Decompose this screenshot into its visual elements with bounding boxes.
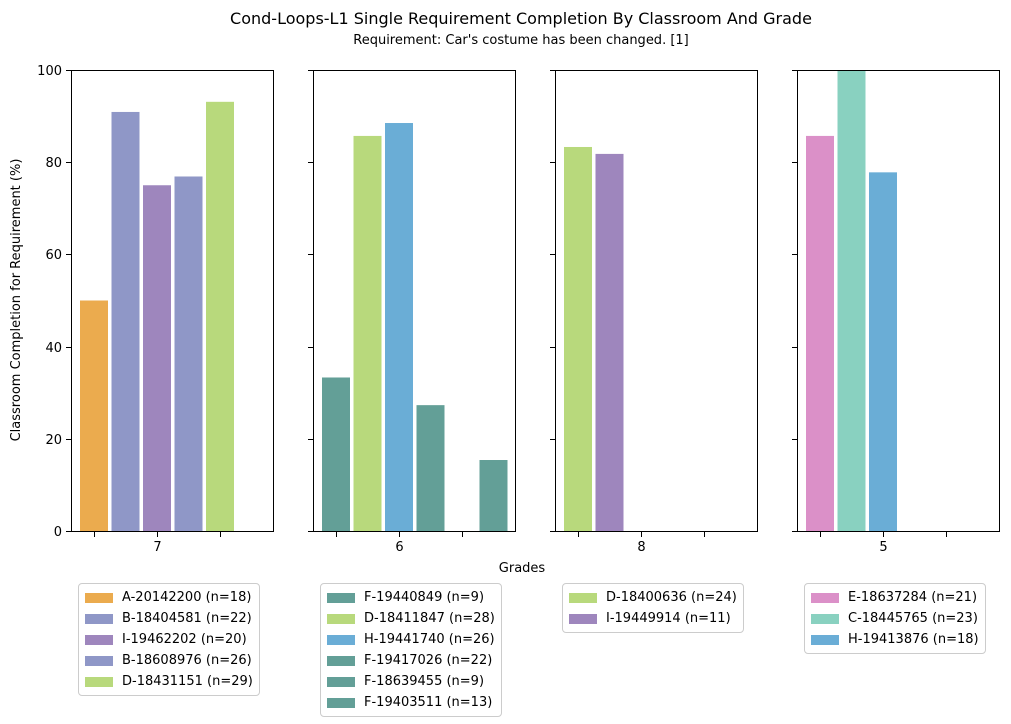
legend-item: F-19440849 (n=9) [327,587,495,608]
panel-grade-8: 8 [550,70,758,555]
legend-swatch [327,613,355,624]
legend-swatch [327,592,355,603]
bar-C-18445765 [837,70,866,531]
legend-label: F-18639455 (n=9) [364,674,485,689]
legend-label: D-18411847 (n=28) [364,611,495,626]
y-tick-label: 80 [45,156,62,171]
legend-swatch [811,613,839,624]
legend-swatch [569,592,597,603]
chart-subtitle: Requirement: Car's costume has been chan… [353,33,689,48]
y-tick-label: 40 [45,341,62,356]
legend-swatch [85,676,113,687]
bar-A-20142200 [80,300,108,531]
panel-frame [313,70,516,532]
y-tick-label: 20 [45,433,62,448]
y-tick-label: 0 [54,525,62,540]
panel-frame [797,70,1000,532]
x-tick-label-grade: 8 [637,540,645,555]
x-tick-label-grade: 6 [395,540,403,555]
panel-grade-5: 5 [792,70,1000,555]
legend-item: H-19413876 (n=18) [811,629,979,650]
panel-frame [555,70,758,532]
legend-item: H-19441740 (n=26) [327,629,495,650]
bar-I-19462202 [143,185,171,531]
legend-label: H-19441740 (n=26) [364,632,495,647]
chart-title: Cond-Loops-L1 Single Requirement Complet… [230,9,812,28]
bar-F-19440849 [322,377,350,531]
legend-item: D-18431151 (n=29) [85,671,253,692]
legend-swatch [327,634,355,645]
legend-item: F-18639455 (n=9) [327,671,495,692]
bar-H-19413876 [869,172,897,532]
panel-grade-6: 6 [308,70,516,555]
legend-label: F-19440849 (n=9) [364,590,485,605]
legend-label: H-19413876 (n=18) [848,632,979,647]
legend-label: E-18637284 (n=21) [848,590,978,605]
legend-item: B-18404581 (n=22) [85,608,253,629]
bar-D-18431151 [206,101,234,532]
legend-item: A-20142200 (n=18) [85,587,253,608]
legend-swatch [85,613,113,624]
bar-B-18608976 [174,176,203,531]
x-tick-label-grade: 5 [879,540,887,555]
x-tick-label-grade: 7 [153,540,161,555]
y-tick-label: 100 [37,64,62,79]
legend-label: D-18400636 (n=24) [606,590,737,605]
legend-grade-8: D-18400636 (n=24) I-19449914 (n=11) [562,583,744,633]
legend-swatch [569,613,597,624]
legend-swatch [811,592,839,603]
legend-item: F-19417026 (n=22) [327,650,495,671]
legend-item: F-19403511 (n=13) [327,692,495,713]
legend-grade-7: A-20142200 (n=18) B-18404581 (n=22) I-1946… [78,583,260,696]
legend-label: B-18608976 (n=26) [122,653,252,668]
legend-label: F-19417026 (n=22) [364,653,493,668]
legend-item: I-19462202 (n=20) [85,629,253,650]
legend-swatch [327,697,355,708]
bar-F-19417026 [416,405,445,531]
legend-item: B-18608976 (n=26) [85,650,253,671]
panel-grade-7: 0 20 40 60 80 100 7 [37,64,274,555]
legend-label: C-18445765 (n=23) [848,611,978,626]
bar-I-19449914 [595,153,624,532]
legend-item: D-18400636 (n=24) [569,587,737,608]
legend-item: E-18637284 (n=21) [811,587,979,608]
legend-label: A-20142200 (n=18) [122,590,252,605]
legend-swatch [85,634,113,645]
legend-label: B-18404581 (n=22) [122,611,252,626]
legend-item: D-18411847 (n=28) [327,608,495,629]
bar-D-18400636 [564,146,592,531]
panel-frame [71,70,274,532]
legend-label: I-19462202 (n=20) [122,632,247,647]
legend-item: I-19449914 (n=11) [569,608,737,629]
bar-B-18404581 [111,111,140,532]
legend-swatch [327,676,355,687]
legend-swatch [85,655,113,666]
bar-F-19403511 [479,460,508,531]
legend-item: C-18445765 (n=23) [811,608,979,629]
legend-label: F-19403511 (n=13) [364,695,493,710]
y-tick-label: 60 [45,248,62,263]
legend-grade-5: E-18637284 (n=21) C-18445765 (n=23) H-1941… [804,583,986,654]
bar-H-19441740 [385,123,413,531]
bar-E-18637284 [806,135,834,531]
legend-grade-6: F-19440849 (n=9) D-18411847 (n=28) H-19441… [320,583,502,717]
bar-D-18411847 [353,135,382,531]
legend-label: I-19449914 (n=11) [606,611,731,626]
legend-label: D-18431151 (n=29) [122,674,253,689]
legend-swatch [85,592,113,603]
y-axis-label: Classroom Completion for Requirement (%) [9,159,24,442]
legend-swatch [811,634,839,645]
legend-swatch [327,655,355,666]
x-axis-label: Grades [499,561,546,576]
